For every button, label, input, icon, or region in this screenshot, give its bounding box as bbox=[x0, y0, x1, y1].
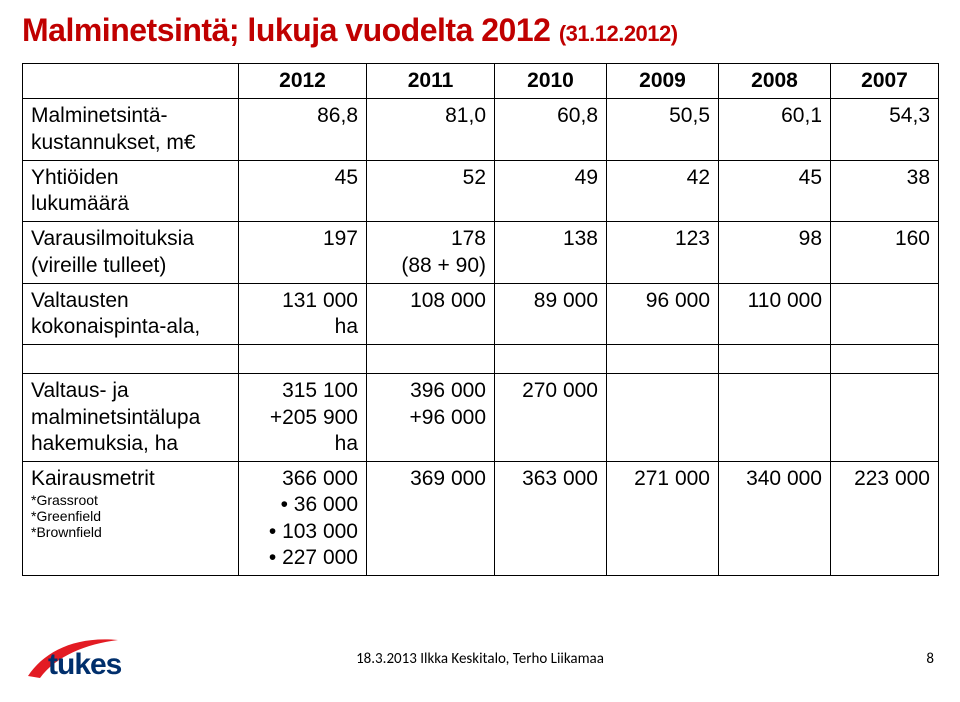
title-sub: (31.12.2012) bbox=[559, 21, 678, 46]
cell: 89 000 bbox=[495, 283, 607, 345]
row-label-sub: *Greenfield bbox=[31, 508, 230, 524]
cell: 86,8 bbox=[239, 99, 367, 161]
page-title: Malminetsintä; lukuja vuodelta 2012 (31.… bbox=[22, 12, 938, 49]
row-label: Malminetsintä- kustannukset, m€ bbox=[23, 99, 239, 161]
cell-bullets: 36 000103 000227 000 bbox=[247, 492, 358, 571]
cell: 60,1 bbox=[719, 99, 831, 161]
table-row: Varausilmoituksia (vireille tulleet)1971… bbox=[23, 222, 939, 284]
row-label-main: Kairausmetrit bbox=[31, 466, 230, 492]
svg-text:tukes: tukes bbox=[48, 648, 122, 681]
table-spacer bbox=[23, 345, 939, 374]
row-label-sub: *Grassroot bbox=[31, 492, 230, 508]
col-2008: 2008 bbox=[719, 64, 831, 99]
cell: 49 bbox=[495, 160, 607, 222]
footer-text: 18.3.2013 Ilkka Keskitalo, Terho Liikama… bbox=[356, 650, 604, 668]
row-label: Yhtiöiden lukumäärä bbox=[23, 160, 239, 222]
table-row: Valtausten kokonaispinta-ala,131 000 ha1… bbox=[23, 283, 939, 345]
table-header-row: 2012 2011 2010 2009 2008 2007 bbox=[23, 64, 939, 99]
cell bbox=[831, 374, 939, 462]
cell: 131 000 ha bbox=[239, 283, 367, 345]
cell: 160 bbox=[831, 222, 939, 284]
cell: 363 000 bbox=[495, 462, 607, 576]
cell bbox=[719, 374, 831, 462]
cell: 60,8 bbox=[495, 99, 607, 161]
cell: 138 bbox=[495, 222, 607, 284]
cell bbox=[607, 374, 719, 462]
cell: 50,5 bbox=[607, 99, 719, 161]
header-blank bbox=[23, 64, 239, 99]
cell: 315 100 +205 900 ha bbox=[239, 374, 367, 462]
cell: 45 bbox=[239, 160, 367, 222]
cell: 340 000 bbox=[719, 462, 831, 576]
cell: 178 (88 + 90) bbox=[367, 222, 495, 284]
logo: tukes bbox=[26, 634, 176, 684]
cell: 270 000 bbox=[495, 374, 607, 462]
title-main: Malminetsintä; lukuja vuodelta 2012 bbox=[22, 12, 559, 48]
bullet-item: 227 000 bbox=[247, 545, 358, 571]
row-label-sub: *Brownfield bbox=[31, 524, 230, 540]
cell: 54,3 bbox=[831, 99, 939, 161]
data-table: 2012 2011 2010 2009 2008 2007 Malminetsi… bbox=[22, 63, 939, 576]
cell: 369 000 bbox=[367, 462, 495, 576]
bullet-item: 36 000 bbox=[247, 492, 358, 518]
col-2011: 2011 bbox=[367, 64, 495, 99]
table-row: Yhtiöiden lukumäärä455249424538 bbox=[23, 160, 939, 222]
col-2009: 2009 bbox=[607, 64, 719, 99]
cell: 223 000 bbox=[831, 462, 939, 576]
cell: 98 bbox=[719, 222, 831, 284]
cell: 123 bbox=[607, 222, 719, 284]
cell: 42 bbox=[607, 160, 719, 222]
row-label: Valtaus- ja malminetsintälupa hakemuksia… bbox=[23, 374, 239, 462]
col-2007: 2007 bbox=[831, 64, 939, 99]
col-2010: 2010 bbox=[495, 64, 607, 99]
row-label: Valtausten kokonaispinta-ala, bbox=[23, 283, 239, 345]
cell: 108 000 bbox=[367, 283, 495, 345]
cell: 45 bbox=[719, 160, 831, 222]
col-2012: 2012 bbox=[239, 64, 367, 99]
cell bbox=[831, 283, 939, 345]
table-row: Malminetsintä- kustannukset, m€86,881,06… bbox=[23, 99, 939, 161]
cell: 396 000 +96 000 bbox=[367, 374, 495, 462]
cell: 52 bbox=[367, 160, 495, 222]
table-row: Kairausmetrit*Grassroot*Greenfield*Brown… bbox=[23, 462, 939, 576]
cell: 197 bbox=[239, 222, 367, 284]
cell: 110 000 bbox=[719, 283, 831, 345]
page-number: 8 bbox=[926, 650, 934, 668]
cell: 81,0 bbox=[367, 99, 495, 161]
bullet-item: 103 000 bbox=[247, 519, 358, 545]
cell: 366 00036 000103 000227 000 bbox=[239, 462, 367, 576]
cell-main: 366 000 bbox=[247, 466, 358, 492]
row-label: Kairausmetrit*Grassroot*Greenfield*Brown… bbox=[23, 462, 239, 576]
footer: tukes 18.3.2013 Ilkka Keskitalo, Terho L… bbox=[0, 634, 960, 684]
cell: 271 000 bbox=[607, 462, 719, 576]
cell: 38 bbox=[831, 160, 939, 222]
table-row: Valtaus- ja malminetsintälupa hakemuksia… bbox=[23, 374, 939, 462]
cell: 96 000 bbox=[607, 283, 719, 345]
row-label: Varausilmoituksia (vireille tulleet) bbox=[23, 222, 239, 284]
